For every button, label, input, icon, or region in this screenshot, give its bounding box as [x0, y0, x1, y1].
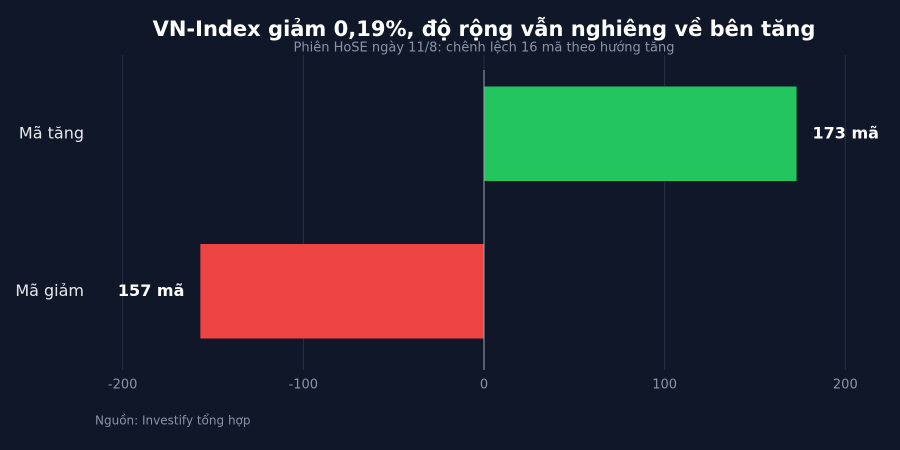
y-tick-label: Mã tăng [19, 123, 84, 142]
x-tick-label: 0 [480, 378, 488, 393]
source-note: Nguồn: Investify tổng hợp [95, 414, 251, 428]
bar [484, 86, 797, 181]
x-tick-label: -200 [108, 378, 138, 393]
y-tick-label: Mã giảm [15, 281, 84, 300]
x-tick-label: -100 [289, 378, 319, 393]
chart-subtitle: Phiên HoSE ngày 11/8: chênh lệch 16 mã t… [294, 41, 675, 56]
value-label: 157 mã [118, 281, 184, 300]
value-label: 173 mã [813, 123, 879, 142]
chart-title: VN-Index giảm 0,19%, độ rộng vẫn nghiêng… [153, 17, 816, 41]
x-tick-label: 100 [652, 378, 677, 393]
x-tick-label: 200 [833, 378, 858, 393]
bar [200, 244, 484, 339]
